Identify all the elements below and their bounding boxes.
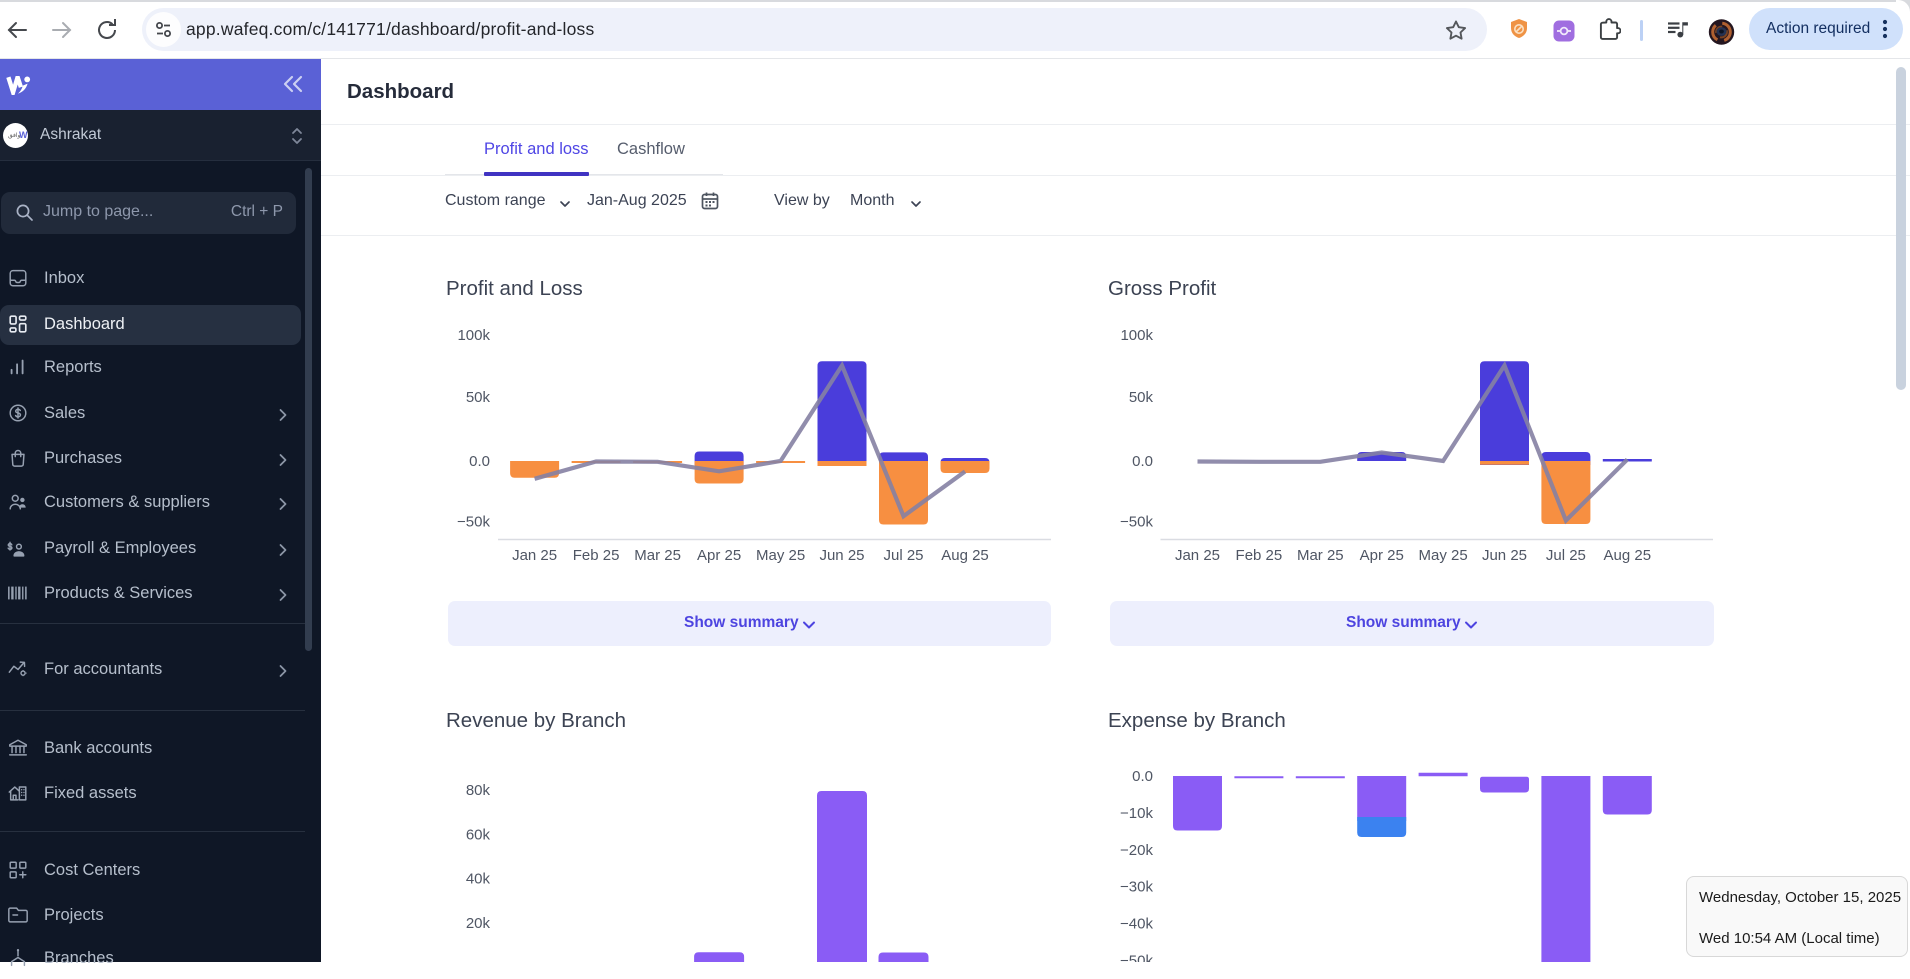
svg-text:Jul 25: Jul 25: [883, 547, 923, 564]
svg-text:−50k: −50k: [457, 514, 490, 531]
svg-text:Apr 25: Apr 25: [697, 547, 741, 564]
svg-text:Apr 25: Apr 25: [1360, 547, 1404, 564]
svg-text:−20k: −20k: [1120, 842, 1153, 859]
svg-text:100k: 100k: [1120, 327, 1153, 344]
svg-text:May 25: May 25: [1418, 547, 1467, 564]
svg-text:Jun 25: Jun 25: [819, 547, 864, 564]
svg-text:Aug 25: Aug 25: [941, 547, 989, 564]
svg-text:0.0: 0.0: [1132, 453, 1153, 470]
svg-text:50k: 50k: [1129, 389, 1154, 406]
svg-text:Feb 25: Feb 25: [573, 547, 620, 564]
svg-text:50k: 50k: [466, 389, 491, 406]
svg-text:0.0: 0.0: [1132, 768, 1153, 785]
svg-text:Aug 25: Aug 25: [1604, 547, 1652, 564]
svg-text:May 25: May 25: [756, 547, 805, 564]
svg-text:−50k: −50k: [1120, 514, 1153, 531]
svg-text:Jun 25: Jun 25: [1482, 547, 1527, 564]
svg-text:Jul 25: Jul 25: [1546, 547, 1586, 564]
svg-text:20k: 20k: [466, 915, 491, 932]
svg-text:Mar 25: Mar 25: [1297, 547, 1344, 564]
svg-text:Mar 25: Mar 25: [634, 547, 681, 564]
svg-text:−30k: −30k: [1120, 879, 1153, 896]
svg-text:40k: 40k: [466, 871, 491, 888]
svg-text:100k: 100k: [457, 327, 490, 344]
svg-text:−50k: −50k: [1120, 953, 1153, 963]
svg-text:80k: 80k: [466, 782, 491, 799]
svg-text:60k: 60k: [466, 826, 491, 843]
svg-text:Jan 25: Jan 25: [1175, 547, 1220, 564]
svg-text:0.0: 0.0: [469, 453, 490, 470]
svg-text:−40k: −40k: [1120, 916, 1153, 933]
svg-text:Feb 25: Feb 25: [1236, 547, 1283, 564]
svg-text:Jan 25: Jan 25: [512, 547, 557, 564]
svg-text:−10k: −10k: [1120, 805, 1153, 822]
